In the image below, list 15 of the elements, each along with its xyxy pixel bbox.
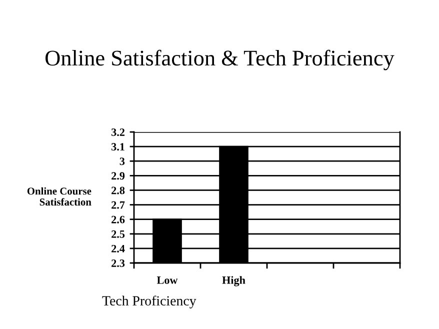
y-tick-label: 2.4 [112, 244, 125, 252]
y-tick-label: 2.5 [112, 230, 125, 238]
x-tick-label: Low [156, 276, 178, 284]
y-tick-label: 2.3 [112, 259, 125, 268]
y-tick-label: 2.6 [112, 216, 125, 224]
y-tick-label: 2.9 [112, 172, 125, 180]
y-tick-label: 2.7 [112, 201, 125, 209]
y-tick-label: 3 [120, 158, 125, 166]
x-axis-title: Tech Proficiency [102, 296, 196, 308]
y-tick-label: 3.1 [112, 143, 124, 151]
y-tick-label: 2.8 [112, 186, 125, 194]
chart-title: Online Satisfaction & Tech Proficiency [46, 50, 394, 70]
y-tick-label: 3.2 [112, 128, 124, 136]
y-axis-title: Online Course Satisfaction [27, 187, 92, 206]
x-tick-label: High [222, 276, 246, 286]
